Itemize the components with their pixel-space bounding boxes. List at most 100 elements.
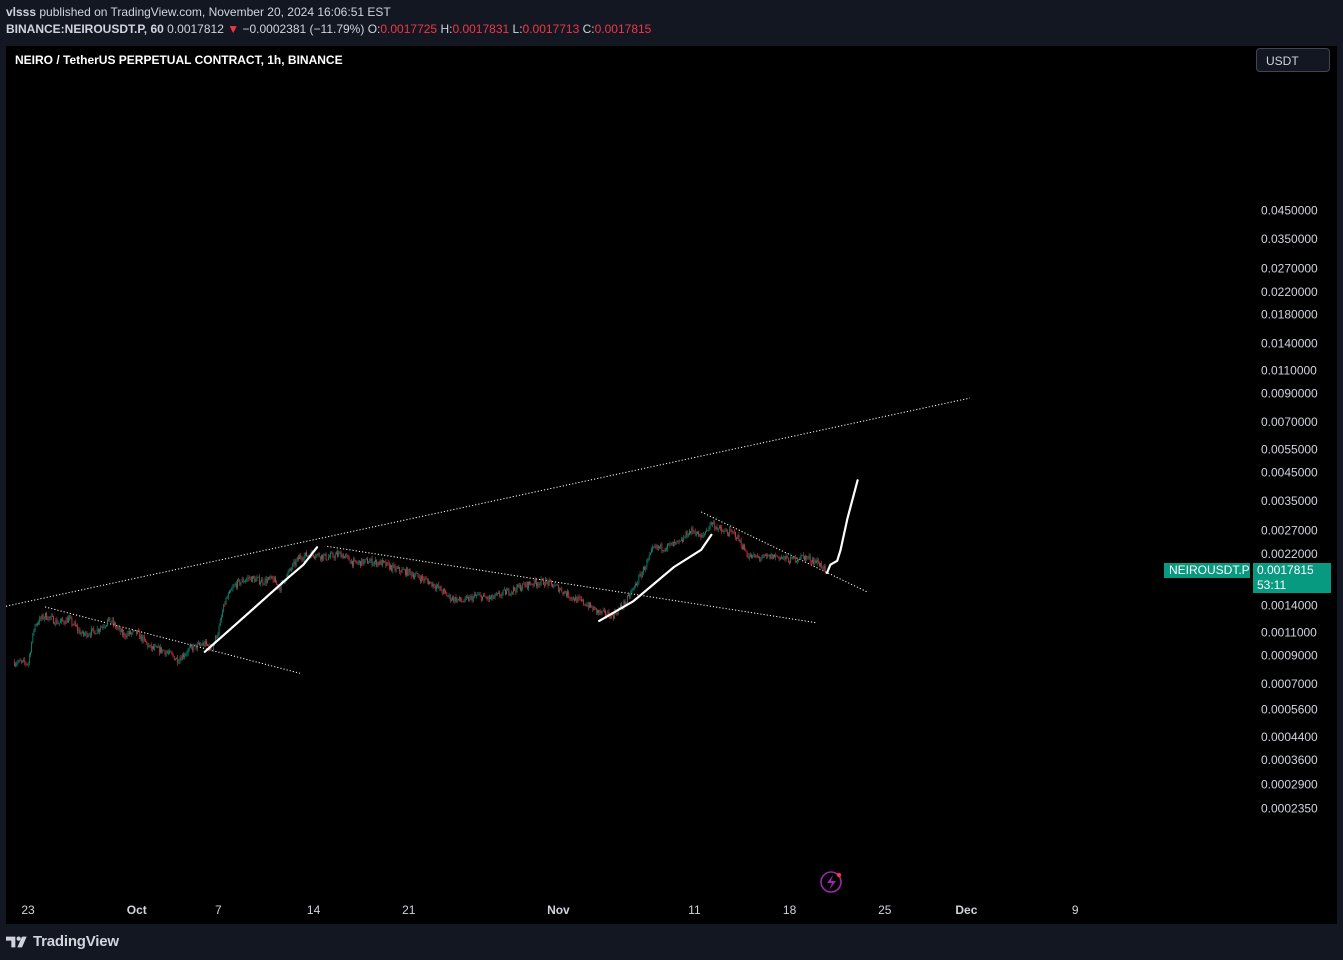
candle-body <box>472 596 474 601</box>
candle-body <box>263 584 265 585</box>
candle-body <box>18 660 20 663</box>
candle-body <box>131 632 133 635</box>
candle-body <box>659 546 660 548</box>
candle-body <box>462 601 464 603</box>
flash-icon[interactable] <box>820 871 842 893</box>
candle-body <box>144 636 145 640</box>
candle-body <box>379 560 381 565</box>
candle-body <box>699 534 701 537</box>
candle-body <box>323 555 325 560</box>
candle-body <box>821 563 823 568</box>
candle-body <box>126 633 128 638</box>
oct-downtrend-line[interactable] <box>327 545 817 624</box>
candle-body <box>533 579 535 586</box>
price-tag-value: 0.0017815 <box>1253 563 1331 578</box>
candle-body <box>497 593 498 595</box>
candle-body <box>45 612 46 618</box>
currency-button[interactable]: USDT <box>1256 48 1330 72</box>
chart-pane[interactable]: 0.0450000 0.0350000 0.0270000 0.0220000 0.01… <box>6 46 1337 924</box>
candle-body <box>738 535 740 541</box>
candle-body <box>61 618 62 622</box>
candle-body <box>101 626 103 628</box>
candle-body <box>556 584 558 586</box>
candle-body <box>623 601 625 608</box>
candle-body <box>490 597 491 600</box>
candle-body <box>468 597 469 601</box>
tradingview-brand[interactable]: TradingView <box>6 933 119 950</box>
candle-body <box>354 559 356 561</box>
candle-body <box>627 596 628 603</box>
candle-body <box>306 552 307 557</box>
candle-body <box>272 578 274 582</box>
candle-body <box>714 522 716 529</box>
candle-body <box>456 598 458 602</box>
candle-body <box>62 618 64 621</box>
symbol-line[interactable]: BINANCE:NEIROUSDT.P, 60 <box>6 22 164 36</box>
candle-body <box>302 559 304 561</box>
candle-body <box>252 576 253 582</box>
candle-body <box>732 531 734 533</box>
candle-body <box>448 594 450 597</box>
candle-body <box>455 597 457 602</box>
candle-body <box>319 556 321 560</box>
candle-body <box>196 643 198 649</box>
candle-body <box>483 594 484 597</box>
candle-body <box>464 597 466 602</box>
candle-body <box>417 573 419 577</box>
candle-body <box>660 544 662 548</box>
candle-body <box>609 616 611 619</box>
candle-body <box>170 650 172 653</box>
candle-body <box>433 583 435 588</box>
candle-body <box>364 559 366 561</box>
candle-body <box>541 578 543 580</box>
candle-body <box>673 542 674 546</box>
candle-body <box>338 552 340 556</box>
candle-body <box>326 559 328 561</box>
oct-rally-stroke-line[interactable] <box>203 546 319 653</box>
candle-body <box>376 559 377 566</box>
candle-body <box>574 599 575 601</box>
candle-body <box>152 646 153 649</box>
candle-body <box>278 587 280 589</box>
candle-body <box>316 554 318 557</box>
y-tick-label: 0.0004400 <box>1261 730 1318 744</box>
candle-body <box>522 583 524 589</box>
candle-body <box>591 606 593 608</box>
candle-body <box>39 617 41 624</box>
candle-body <box>751 554 752 558</box>
candle-body <box>459 597 460 600</box>
candle-body <box>124 633 126 637</box>
candle-body <box>401 569 403 573</box>
x-tick-label: 14 <box>307 903 321 917</box>
candle-body <box>365 558 367 560</box>
sept-downtrend-line[interactable] <box>44 606 301 674</box>
candle-body <box>562 592 564 594</box>
candle-body <box>653 546 655 548</box>
candle-body <box>73 622 75 625</box>
candle-body <box>280 582 282 591</box>
candle-body <box>80 633 82 635</box>
candle-body <box>38 623 39 625</box>
candle-body <box>16 663 18 665</box>
candle-body <box>525 581 527 587</box>
candle-body <box>640 574 642 578</box>
candle-body <box>663 550 665 551</box>
candle-body <box>766 555 767 556</box>
publisher-name[interactable]: vlsss <box>6 5 37 19</box>
candle-body <box>791 556 793 558</box>
candle-body <box>247 577 249 579</box>
candle-body <box>177 657 179 663</box>
candle-body <box>394 565 396 571</box>
nov-rally-stroke-line[interactable] <box>598 533 713 622</box>
candle-body <box>561 588 563 593</box>
candle-body <box>390 565 391 570</box>
candle-body <box>84 634 85 635</box>
candle-body <box>727 531 728 534</box>
price-chart[interactable]: 0.0450000 0.0350000 0.0270000 0.0220000 0.01… <box>6 46 1337 924</box>
candle-body <box>191 645 192 647</box>
nov-downtrend-line[interactable] <box>700 511 869 593</box>
candle-body <box>669 543 671 545</box>
candle-body <box>587 604 589 608</box>
projection-path-line[interactable] <box>825 479 859 574</box>
upper-trendline-line[interactable] <box>6 397 970 610</box>
